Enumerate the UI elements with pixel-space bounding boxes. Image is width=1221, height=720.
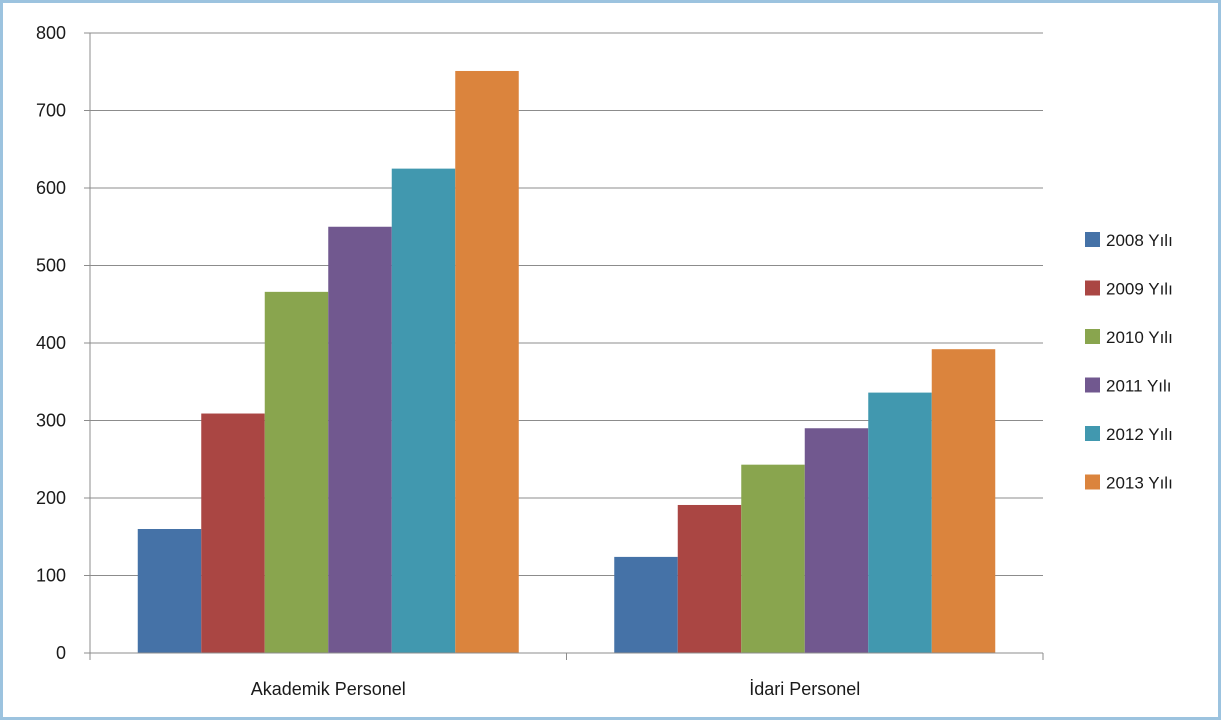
legend-swatch	[1085, 232, 1100, 247]
y-tick-label: 700	[36, 101, 66, 121]
bars	[137, 70, 996, 654]
legend-swatch	[1085, 474, 1100, 490]
bar-akademik-2008	[137, 529, 202, 653]
y-tick-label: 800	[36, 23, 66, 43]
legend-label: 2011 Yılı	[1106, 377, 1172, 396]
x-category-label: İdari Personel	[749, 679, 860, 699]
bar-idari-2012	[868, 392, 932, 653]
bar-akademik-2013	[455, 70, 519, 654]
axes: 0 100 200 300 400 500 600 700 800 Akademik Person…	[36, 23, 1044, 699]
bar-akademik-2009	[201, 413, 265, 653]
bar-akademik-2010	[264, 291, 329, 653]
y-tick-label: 500	[36, 256, 66, 276]
legend-swatch	[1085, 426, 1100, 441]
y-tick-label: 600	[36, 178, 66, 198]
legend-swatch	[1085, 280, 1100, 296]
y-tick-label: 0	[56, 643, 66, 663]
bar-akademik-2012	[391, 168, 456, 653]
bar-idari-2008	[614, 556, 678, 653]
bar-idari-2011	[804, 428, 869, 653]
legend-label: 2013 Yılı	[1106, 474, 1173, 493]
y-tick-label: 300	[36, 411, 66, 431]
bar-akademik-2011	[328, 226, 392, 653]
legend-label: 2010 Yılı	[1106, 328, 1173, 347]
legend: 2008 Yılı 2009 Yılı 2010 Yılı 2011 Yılı 2012…	[1085, 231, 1173, 493]
legend-label: 2012 Yılı	[1106, 425, 1173, 444]
bar-idari-2010	[741, 464, 805, 653]
legend-label: 2009 Yılı	[1106, 280, 1173, 299]
y-tick-label: 200	[36, 488, 66, 508]
legend-swatch	[1085, 329, 1100, 344]
bar-idari-2009	[677, 504, 742, 653]
y-tick-label: 100	[36, 566, 66, 586]
legend-label: 2008 Yılı	[1106, 231, 1173, 250]
bar-idari-2013	[931, 349, 996, 653]
x-category-label: Akademik Personel	[251, 679, 406, 699]
legend-swatch	[1085, 377, 1100, 393]
y-tick-label: 400	[36, 333, 66, 353]
